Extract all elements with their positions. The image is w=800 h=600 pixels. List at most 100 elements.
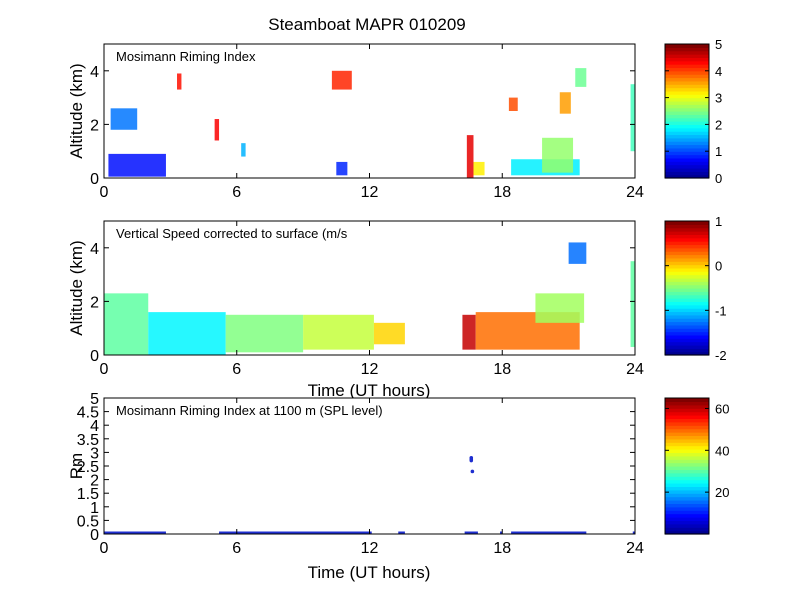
heatmap-cell (508, 97, 518, 111)
colorbar-1-ticks: 0 1 2 3 4 5 (665, 37, 722, 186)
colorbar-swatch (665, 411, 709, 416)
colorbar-swatch (665, 421, 709, 426)
colorbar-swatch (665, 131, 709, 136)
colorbar-swatch (665, 154, 709, 159)
colorbar-swatch (665, 506, 709, 511)
panel-3-xticks: 0 6 12 18 24 (100, 398, 644, 557)
colorbar-swatch (665, 442, 709, 447)
heatmap-cell (110, 108, 138, 130)
colorbar-tick-label: 40 (715, 443, 729, 458)
colorbar-swatch (665, 344, 709, 349)
heatmap-cell (473, 161, 485, 176)
colorbar-tick-label: 60 (715, 401, 729, 416)
panel-1-yticks: 0 2 4 (90, 64, 635, 188)
ytick-label: 0 (90, 171, 99, 188)
xtick-label: 12 (361, 540, 379, 557)
colorbar-swatch (665, 486, 709, 491)
ytick-label: 3 (90, 445, 99, 462)
panel-2-plot-area (103, 220, 636, 356)
xtick-label: 12 (361, 361, 379, 378)
xtick-label: 0 (100, 184, 109, 201)
colorbar-swatch (665, 264, 709, 269)
colorbar-swatch (665, 301, 709, 306)
colorbar-2-frame (664, 220, 710, 356)
panel-3-plot-area (103, 397, 636, 535)
ytick-label: 4 (90, 418, 99, 435)
colorbar-swatch (665, 227, 709, 232)
panel-1-xticks: 0 6 12 18 24 (100, 44, 644, 201)
xtick-label: 0 (100, 540, 109, 557)
colorbar-swatch (665, 428, 709, 433)
colorbar-swatch (665, 334, 709, 339)
colorbar-swatch (665, 338, 709, 343)
colorbar-swatch (665, 321, 709, 326)
colorbar-swatch (665, 472, 709, 477)
colorbar-swatch (665, 496, 709, 501)
panel-2-ylabel: Altitude (km) (67, 240, 86, 335)
colorbar-swatch (665, 348, 709, 353)
panel-1-colorbar: 0 1 2 3 4 5 (664, 37, 722, 186)
panel-2-yticks: 0 2 4 (90, 241, 635, 365)
colorbar-tick-label: -2 (715, 348, 727, 363)
xtick-label: 18 (493, 184, 511, 201)
colorbar-swatch (665, 100, 709, 105)
colorbar-swatch (665, 117, 709, 122)
colorbar-swatch (665, 257, 709, 262)
heatmap-cell (336, 161, 348, 176)
xtick-label: 18 (493, 361, 511, 378)
colorbar-swatch (665, 520, 709, 525)
ytick-label: 1 (90, 500, 99, 517)
colorbar-swatch (665, 479, 709, 484)
colorbar-swatch (665, 151, 709, 156)
colorbar-swatch (665, 64, 709, 69)
xtick-label: 24 (626, 540, 644, 557)
panel-2-xticks: 0 6 12 18 24 (100, 221, 644, 378)
colorbar-swatch (665, 489, 709, 494)
colorbar-swatch (665, 251, 709, 256)
colorbar-swatch (665, 445, 709, 450)
colorbar-swatch (665, 517, 709, 521)
heatmap-cell (177, 73, 182, 90)
colorbar-swatch (665, 224, 709, 229)
panel-1-plot-area (103, 43, 636, 179)
heatmap-cell (568, 242, 587, 264)
colorbar-swatch (665, 134, 709, 139)
colorbar-swatch (665, 254, 709, 259)
colorbar-swatch (665, 476, 709, 481)
colorbar-tick-label: 4 (715, 64, 722, 79)
colorbar-swatch (665, 530, 709, 535)
colorbar-swatch (665, 60, 709, 65)
colorbar-tick-label: 3 (715, 91, 722, 106)
ytick-label: 2 (90, 294, 99, 311)
xtick-label: 24 (626, 184, 644, 201)
colorbar-swatch (665, 304, 709, 309)
colorbar-swatch (665, 401, 709, 406)
colorbar-swatch (665, 415, 709, 419)
heatmap-cell (559, 92, 571, 114)
heatmap-cell (331, 70, 352, 90)
colorbar-swatch (665, 438, 709, 443)
colorbar-swatch (665, 311, 709, 316)
colorbar-swatch (665, 57, 709, 62)
colorbar-swatch (665, 247, 709, 252)
ytick-label: 4.5 (77, 405, 99, 422)
colorbar-swatch (665, 432, 709, 436)
colorbar-swatch (665, 277, 709, 282)
panel-3: Mosimann Riming Index at 1100 m (SPL lev… (67, 391, 729, 582)
colorbar-swatch (665, 408, 709, 413)
panel-3-yticks: 00.511.522.533.544.55 (77, 391, 635, 544)
panel-2: Vertical Speed corrected to surface (m/s… (67, 214, 727, 400)
panel-2-colorbar: -2 -1 0 1 (664, 214, 727, 363)
xtick-label: 18 (493, 540, 511, 557)
colorbar-swatch (665, 167, 709, 172)
colorbar-swatch (665, 90, 709, 95)
colorbar-swatch (665, 493, 709, 498)
colorbar-swatch (665, 157, 709, 162)
ytick-label: 0.5 (77, 513, 99, 530)
colorbar-swatch (665, 425, 709, 430)
ytick-label: 2 (90, 117, 99, 134)
colorbar-swatch (665, 241, 709, 246)
heatmap-cell (303, 314, 374, 350)
colorbar-swatch (665, 503, 709, 508)
